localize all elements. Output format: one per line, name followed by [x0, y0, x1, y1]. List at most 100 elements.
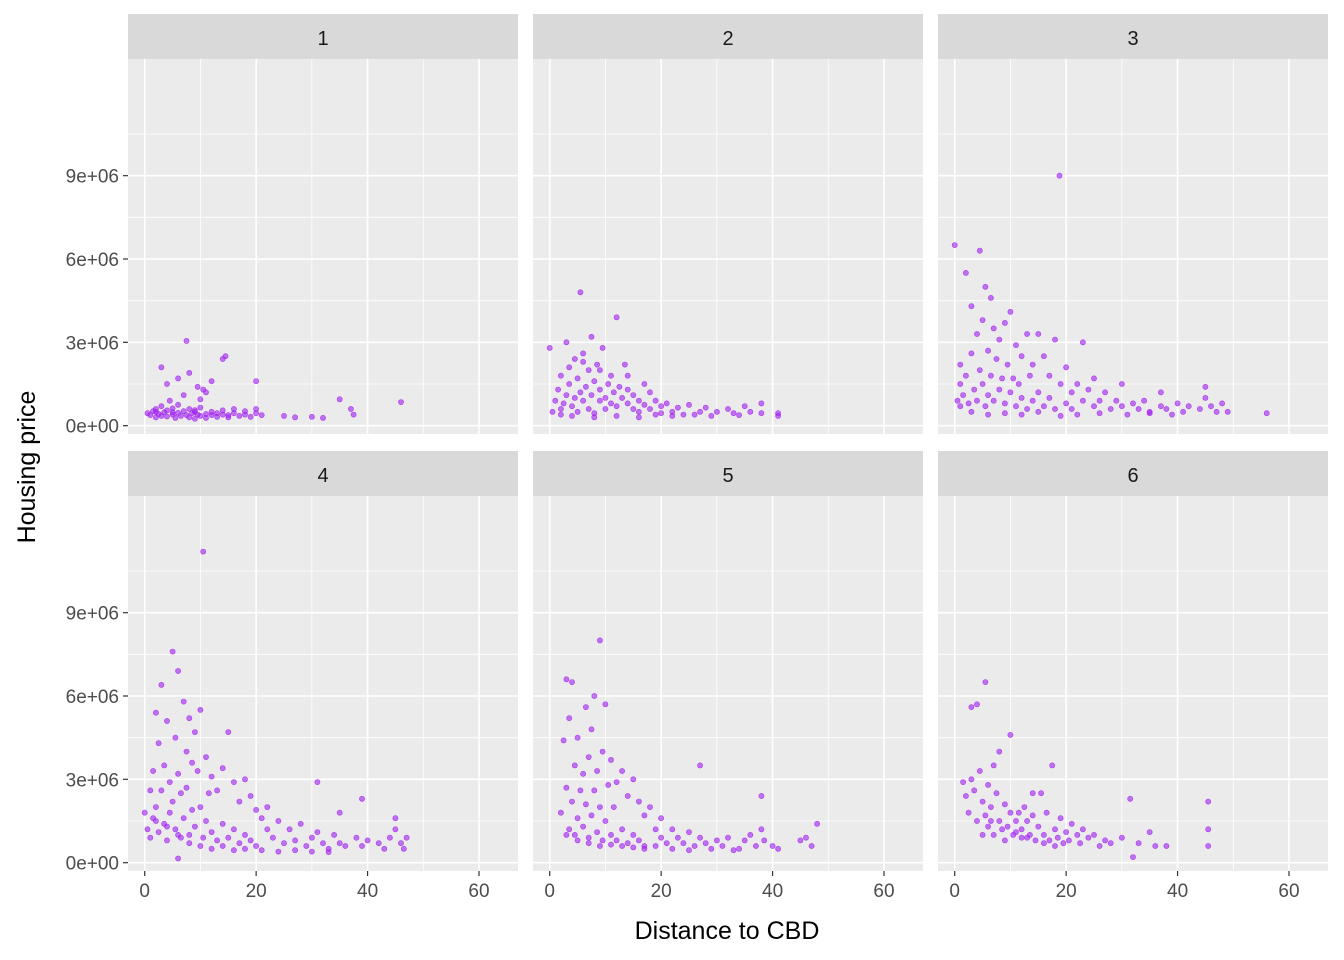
data-point — [166, 397, 173, 404]
data-point — [613, 837, 620, 844]
facet-panel-4: 4 — [123, 451, 518, 876]
data-point — [594, 829, 600, 835]
data-point — [976, 247, 983, 254]
data-point — [1007, 809, 1014, 816]
data-point — [563, 832, 570, 838]
data-point — [253, 378, 259, 385]
data-point — [647, 804, 653, 810]
y-axis-title: Housing price — [13, 391, 41, 544]
data-point — [993, 790, 1000, 797]
data-point — [1029, 361, 1036, 368]
data-point — [999, 375, 1005, 382]
data-point — [1085, 386, 1092, 393]
data-point — [214, 413, 220, 420]
data-point — [169, 409, 176, 416]
data-point — [758, 410, 765, 417]
data-point — [591, 787, 598, 794]
data-point — [965, 809, 972, 816]
data-point — [1124, 411, 1131, 418]
data-point — [1057, 412, 1064, 419]
data-point — [214, 787, 220, 794]
data-point — [197, 843, 204, 849]
data-point — [1080, 826, 1086, 833]
data-point — [230, 826, 237, 833]
data-point — [177, 412, 184, 419]
data-point — [242, 408, 248, 415]
data-point — [172, 414, 179, 421]
data-point — [963, 269, 969, 276]
data-point — [164, 837, 170, 844]
data-point — [569, 403, 575, 410]
data-point — [1091, 832, 1097, 838]
data-point — [610, 804, 617, 810]
data-point — [758, 793, 765, 799]
data-point — [974, 397, 980, 404]
data-point — [979, 317, 986, 323]
facet-strip-label: 6 — [1127, 465, 1138, 487]
data-point — [1049, 762, 1056, 769]
data-point — [1002, 801, 1008, 808]
data-point — [1205, 843, 1212, 849]
data-point — [169, 648, 176, 655]
data-point — [585, 840, 592, 847]
data-point — [636, 837, 642, 844]
data-point — [1158, 389, 1164, 396]
data-point — [320, 414, 326, 421]
data-point — [164, 407, 170, 414]
data-point — [400, 845, 407, 852]
data-point — [702, 840, 709, 847]
data-point — [630, 844, 637, 851]
data-point — [392, 815, 399, 822]
data-point — [1208, 403, 1214, 410]
y-tick-label: 3e+06 — [66, 333, 119, 354]
facet-strip — [128, 14, 518, 59]
data-point — [1263, 410, 1270, 417]
data-point — [314, 779, 321, 785]
data-point — [308, 413, 315, 420]
data-point — [652, 411, 659, 418]
data-point — [641, 812, 648, 819]
data-point — [580, 350, 586, 357]
data-point — [242, 845, 248, 852]
data-point — [1135, 406, 1142, 412]
data-point — [219, 820, 226, 827]
data-point — [769, 843, 776, 849]
data-point — [1135, 840, 1142, 847]
data-point — [214, 837, 220, 844]
data-point — [971, 386, 978, 393]
data-point — [1060, 840, 1067, 847]
x-tick-label: 60 — [1278, 881, 1299, 902]
data-point — [697, 834, 703, 841]
data-point — [1063, 364, 1069, 371]
data-point — [158, 682, 165, 688]
data-point — [580, 358, 586, 365]
data-point — [1002, 319, 1008, 326]
data-point — [1010, 375, 1017, 382]
data-point — [1119, 403, 1125, 410]
data-point — [258, 412, 265, 418]
data-point — [1007, 308, 1014, 315]
data-point — [155, 740, 162, 747]
data-point — [169, 798, 176, 805]
data-point — [225, 834, 232, 841]
data-point — [558, 809, 564, 816]
data-point — [189, 759, 195, 766]
data-point — [1046, 837, 1053, 844]
data-point — [1052, 406, 1058, 412]
data-point — [571, 762, 578, 769]
facet-strip — [128, 451, 518, 496]
data-point — [141, 809, 148, 816]
data-point — [990, 397, 997, 404]
data-point — [172, 734, 179, 741]
data-point — [150, 768, 156, 774]
data-point — [591, 693, 598, 699]
data-point — [1035, 408, 1042, 415]
data-point — [1130, 400, 1136, 407]
data-point — [730, 847, 737, 854]
data-point — [990, 762, 997, 769]
data-point — [608, 400, 614, 407]
data-point — [610, 389, 617, 396]
data-point — [988, 804, 994, 810]
y-tick-label: 6e+06 — [66, 250, 119, 271]
